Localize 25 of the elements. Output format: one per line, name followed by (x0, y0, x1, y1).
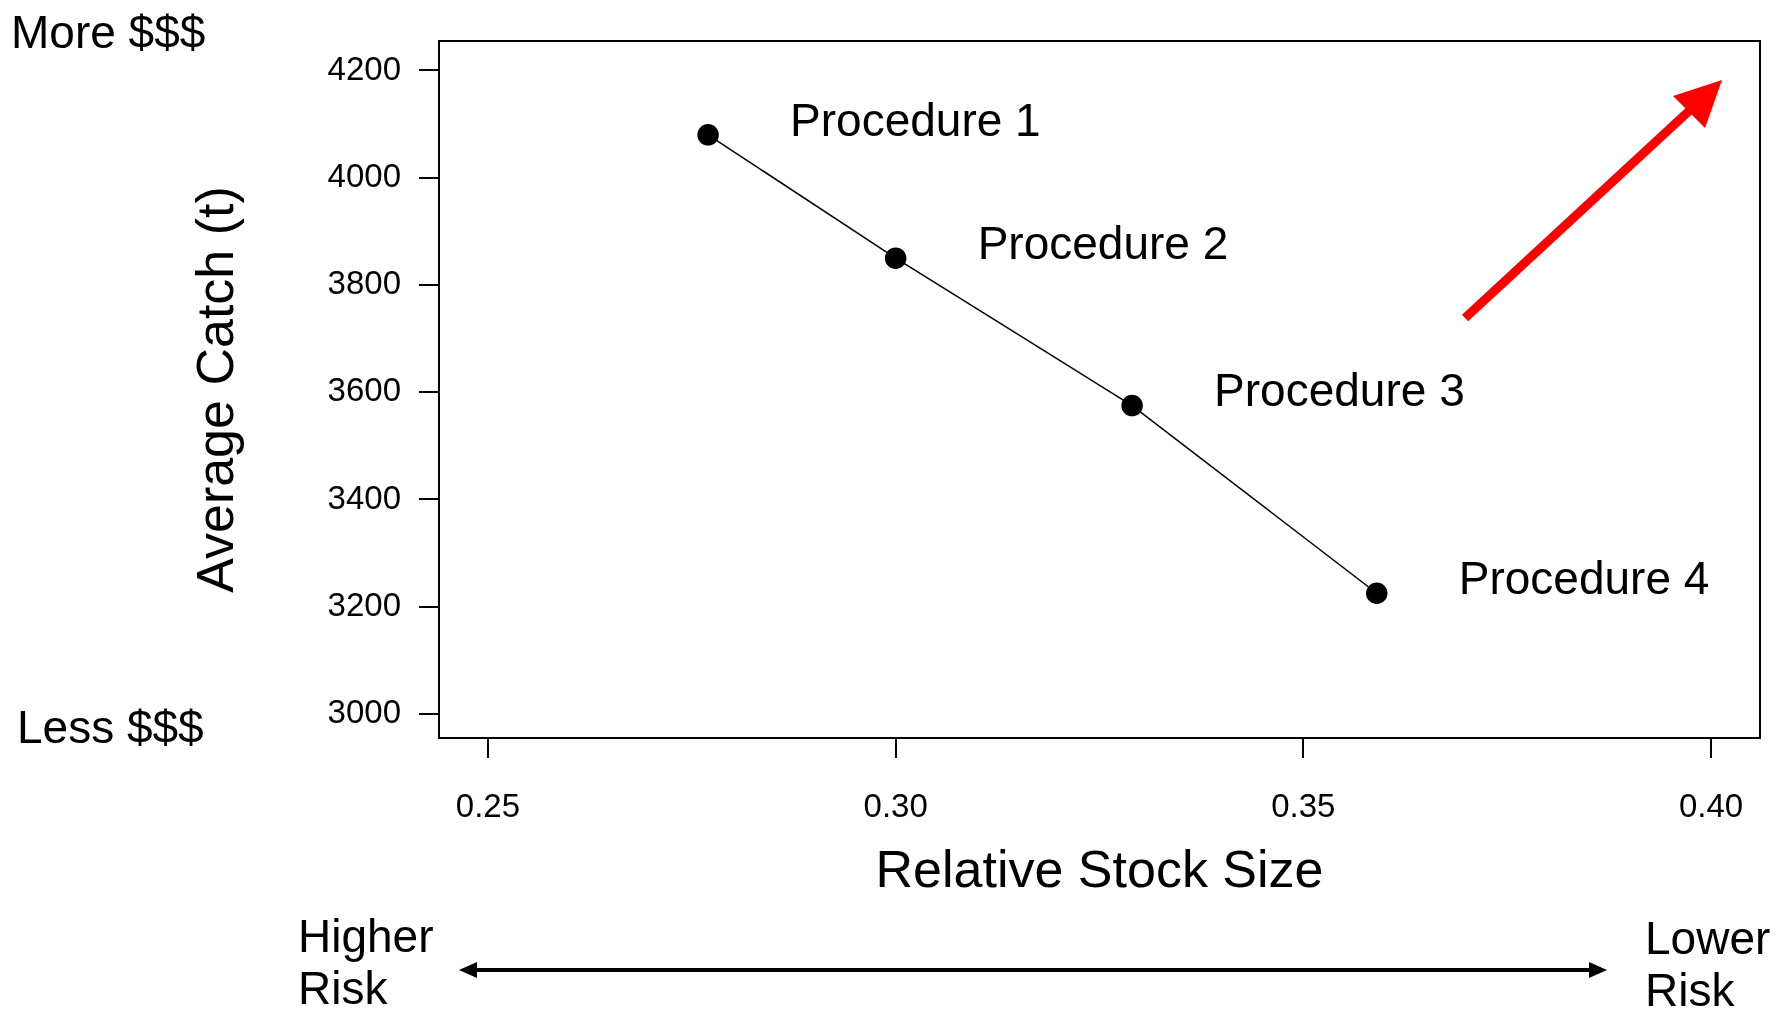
annotation: Procedure 2 (977, 216, 1229, 269)
y-tick-label: 3000 (327, 692, 401, 730)
point (1366, 582, 1388, 604)
y-axis-title: Average Catch (t) (185, 186, 244, 593)
y-tick-label: 4200 (327, 49, 401, 87)
annotation: Procedure 4 (1458, 551, 1710, 604)
annotation: Procedure 3 (1214, 364, 1465, 417)
point (697, 124, 719, 146)
y-tick-label: 3800 (327, 264, 401, 302)
y-tick-label: 3600 (327, 371, 401, 409)
x-tick-label: 0.25 (455, 786, 521, 824)
x-tick-label: 0.30 (863, 786, 928, 824)
text: Less $$$ (17, 701, 204, 753)
point (1121, 394, 1143, 417)
point (884, 247, 907, 269)
annotation: Procedure 1 (790, 93, 1041, 146)
y-tick-label: 3200 (327, 585, 401, 623)
text: Lower Risk (1645, 912, 1772, 1016)
x-tick-label: 0.35 (1271, 786, 1336, 824)
y-tick-label: 4000 (327, 156, 401, 194)
text: More $$$ (11, 6, 206, 58)
x-tick-label: 0.40 (1678, 786, 1744, 824)
text: Higher Risk (298, 910, 435, 1014)
x-axis-title: Relative Stock Size (875, 840, 1324, 899)
y-tick-label: 3400 (327, 478, 401, 516)
